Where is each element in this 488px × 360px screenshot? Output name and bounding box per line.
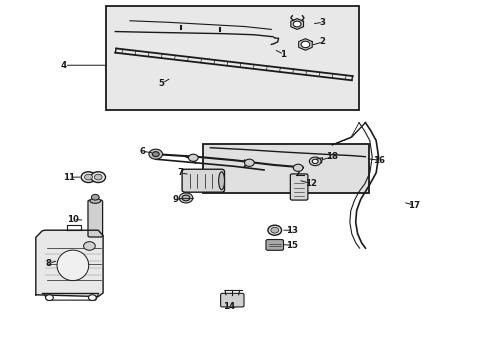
Text: 15: 15 bbox=[286, 241, 298, 250]
FancyBboxPatch shape bbox=[265, 239, 283, 250]
Circle shape bbox=[149, 149, 162, 159]
Text: 4: 4 bbox=[61, 61, 67, 70]
Circle shape bbox=[91, 194, 99, 200]
Circle shape bbox=[309, 157, 321, 166]
Text: 17: 17 bbox=[407, 201, 419, 210]
Circle shape bbox=[179, 193, 192, 203]
Circle shape bbox=[152, 152, 159, 157]
Circle shape bbox=[188, 154, 198, 161]
Bar bbox=[105, 6, 358, 110]
Polygon shape bbox=[290, 19, 303, 30]
Text: 14: 14 bbox=[223, 302, 234, 311]
Text: 3: 3 bbox=[319, 18, 325, 27]
Text: 6: 6 bbox=[139, 147, 145, 156]
Text: 7: 7 bbox=[177, 168, 183, 177]
Circle shape bbox=[267, 225, 281, 235]
Text: 8: 8 bbox=[45, 259, 51, 268]
Text: 10: 10 bbox=[67, 215, 79, 224]
Circle shape bbox=[88, 295, 96, 301]
Polygon shape bbox=[298, 39, 311, 50]
Circle shape bbox=[270, 227, 278, 233]
FancyBboxPatch shape bbox=[88, 200, 102, 237]
Circle shape bbox=[91, 172, 105, 183]
Text: 13: 13 bbox=[285, 226, 298, 235]
Text: 16: 16 bbox=[372, 156, 384, 165]
Ellipse shape bbox=[90, 198, 101, 203]
Circle shape bbox=[94, 174, 102, 180]
FancyBboxPatch shape bbox=[182, 169, 224, 192]
Text: 18: 18 bbox=[325, 152, 338, 161]
Circle shape bbox=[81, 172, 96, 183]
Text: 5: 5 bbox=[158, 79, 164, 88]
Circle shape bbox=[83, 242, 95, 250]
Text: 2: 2 bbox=[319, 37, 325, 46]
Circle shape bbox=[84, 174, 92, 180]
FancyBboxPatch shape bbox=[220, 293, 244, 307]
Text: 11: 11 bbox=[63, 173, 75, 182]
Text: 12: 12 bbox=[304, 179, 316, 188]
Circle shape bbox=[312, 159, 318, 163]
Circle shape bbox=[45, 295, 53, 301]
FancyBboxPatch shape bbox=[290, 174, 307, 200]
Ellipse shape bbox=[218, 172, 224, 190]
Text: 9: 9 bbox=[172, 195, 178, 204]
Circle shape bbox=[244, 159, 254, 166]
Circle shape bbox=[301, 41, 309, 48]
Polygon shape bbox=[36, 230, 103, 297]
Ellipse shape bbox=[57, 250, 88, 280]
Circle shape bbox=[293, 21, 301, 27]
Circle shape bbox=[182, 195, 189, 201]
Circle shape bbox=[293, 164, 303, 171]
Bar bbox=[203, 144, 368, 193]
Text: 1: 1 bbox=[280, 50, 286, 59]
